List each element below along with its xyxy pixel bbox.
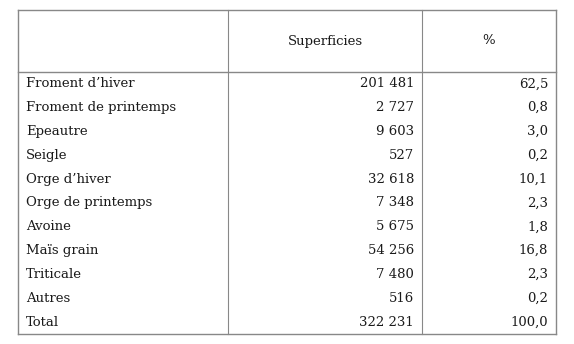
Text: Avoine: Avoine xyxy=(26,220,71,233)
Text: %: % xyxy=(483,34,495,47)
Text: Orge d’hiver: Orge d’hiver xyxy=(26,173,111,186)
Text: Superficies: Superficies xyxy=(288,34,363,47)
Text: 62,5: 62,5 xyxy=(519,77,548,90)
Text: 7 480: 7 480 xyxy=(376,268,414,281)
Text: 0,2: 0,2 xyxy=(527,149,548,162)
Text: Froment d’hiver: Froment d’hiver xyxy=(26,77,135,90)
Text: 201 481: 201 481 xyxy=(359,77,414,90)
Text: Autres: Autres xyxy=(26,292,70,305)
Text: Total: Total xyxy=(26,315,59,329)
Text: 0,2: 0,2 xyxy=(527,292,548,305)
Text: Epeautre: Epeautre xyxy=(26,125,88,138)
Text: 1,8: 1,8 xyxy=(527,220,548,233)
Text: Triticale: Triticale xyxy=(26,268,82,281)
Text: 527: 527 xyxy=(389,149,414,162)
Text: 2,3: 2,3 xyxy=(527,268,548,281)
Text: 5 675: 5 675 xyxy=(376,220,414,233)
Text: Orge de printemps: Orge de printemps xyxy=(26,196,152,209)
Text: Seigle: Seigle xyxy=(26,149,68,162)
Text: 322 231: 322 231 xyxy=(359,315,414,329)
Text: Maïs grain: Maïs grain xyxy=(26,244,98,257)
Text: 2 727: 2 727 xyxy=(376,101,414,114)
Text: 7 348: 7 348 xyxy=(376,196,414,209)
Text: 100,0: 100,0 xyxy=(510,315,548,329)
Text: 32 618: 32 618 xyxy=(367,173,414,186)
Text: 2,3: 2,3 xyxy=(527,196,548,209)
Text: 54 256: 54 256 xyxy=(368,244,414,257)
Text: 0,8: 0,8 xyxy=(527,101,548,114)
Text: 10,1: 10,1 xyxy=(519,173,548,186)
Text: 16,8: 16,8 xyxy=(519,244,548,257)
Text: 3,0: 3,0 xyxy=(527,125,548,138)
Text: Froment de printemps: Froment de printemps xyxy=(26,101,176,114)
Text: 516: 516 xyxy=(389,292,414,305)
Text: 9 603: 9 603 xyxy=(376,125,414,138)
